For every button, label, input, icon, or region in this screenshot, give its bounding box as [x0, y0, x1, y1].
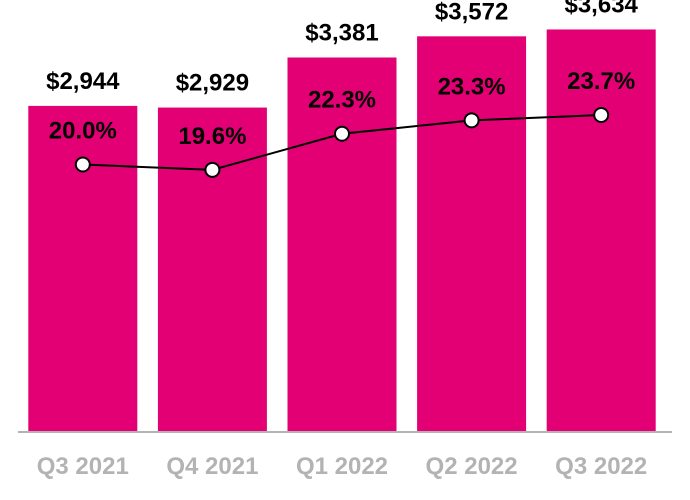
line-value-label-1: 19.6% — [178, 123, 246, 150]
line-value-label-0: 20.0% — [49, 118, 117, 145]
bar-value-label-0: $2,944 — [46, 68, 120, 95]
line-point-4 — [593, 107, 610, 124]
bars-layer — [28, 29, 656, 433]
bar-value-label-1: $2,929 — [176, 70, 249, 97]
bar-value-label-4: $3,634 — [564, 0, 638, 18]
line-value-label-2: 22.3% — [308, 87, 376, 114]
bar-0 — [28, 105, 138, 432]
x-tick-label-1: Q4 2021 — [166, 453, 258, 480]
line-point-0 — [74, 156, 91, 173]
bar-4 — [546, 29, 656, 433]
x-tick-label-2: Q1 2022 — [296, 453, 388, 480]
x-tick-label-3: Q2 2022 — [426, 453, 518, 480]
bar-value-label-2: $3,381 — [305, 19, 378, 46]
line-point-3 — [463, 112, 480, 129]
line-value-label-4: 23.7% — [567, 68, 635, 95]
labels-layer: $2,944 Q3 2021 $2,929 Q4 2021 $3,381 Q1 2022 $… — [37, 0, 647, 480]
bar-3 — [417, 36, 527, 432]
line-value-label-3: 23.3% — [438, 73, 506, 100]
x-tick-label-0: Q3 2021 — [37, 453, 129, 480]
x-tick-label-4: Q3 2022 — [555, 453, 647, 480]
line-point-2 — [334, 125, 350, 142]
line-layer — [74, 107, 610, 178]
bar-2 — [287, 57, 397, 433]
bar-1 — [157, 107, 267, 433]
bar-value-label-3: $3,572 — [435, 0, 508, 25]
line-point-1 — [204, 161, 221, 178]
